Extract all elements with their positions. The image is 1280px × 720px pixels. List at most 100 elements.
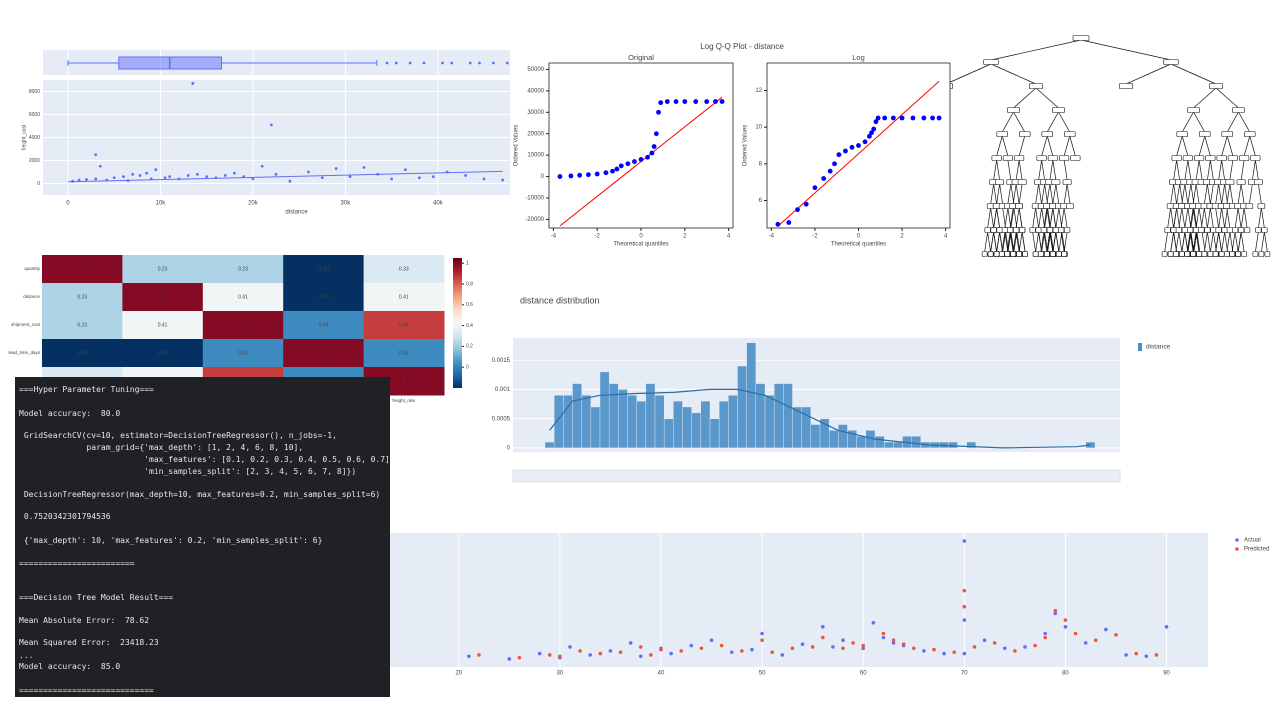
- outlier: [478, 61, 481, 65]
- scatter-point: [881, 635, 886, 640]
- tree-edge: [1175, 231, 1180, 253]
- scatter-point: [568, 645, 572, 649]
- scatter-point: [537, 651, 542, 656]
- tree-node: [1196, 251, 1202, 257]
- scatter-point: [168, 175, 172, 179]
- histogram-bar: [893, 441, 903, 449]
- tree-edge: [1234, 231, 1239, 253]
- console-line: {'max_depth': 10, 'max_features': 0.2, '…: [19, 536, 323, 545]
- tree-edge: [1210, 159, 1214, 181]
- tree-edge: [1189, 207, 1194, 229]
- tree-node: [1176, 131, 1188, 137]
- tree-edge: [1207, 183, 1211, 205]
- scatter-point: [770, 650, 775, 655]
- tree-node: [1066, 203, 1074, 209]
- histogram-bar: [728, 395, 738, 449]
- tree-edge: [1226, 111, 1239, 133]
- tree-node: [1001, 227, 1008, 233]
- tree-edge: [1196, 231, 1201, 253]
- tree-edge: [1195, 183, 1200, 205]
- y-axis-label: Ordered Values: [743, 125, 749, 167]
- console-line: Model accuracy: 85.0: [19, 662, 121, 671]
- tree-edge: [1063, 183, 1068, 205]
- tree-edge: [1015, 207, 1020, 229]
- tree-edge: [1032, 231, 1036, 253]
- qq-point: [594, 171, 600, 177]
- tree-node: [1061, 251, 1067, 257]
- console-output: ===Hyper Parameter Tuning=== Model accura…: [15, 377, 390, 697]
- tree-edge: [1243, 207, 1248, 229]
- scatter-point: [1002, 646, 1007, 651]
- tree-node: [1226, 227, 1233, 233]
- tree-edge: [1170, 231, 1174, 253]
- legend-marker: [1235, 538, 1239, 542]
- tree-edge: [1173, 207, 1177, 229]
- scatter-point: [1013, 649, 1017, 653]
- qq-point: [843, 148, 848, 154]
- cell-label: 0.03: [319, 322, 329, 328]
- tree-node: [1232, 227, 1239, 233]
- qq-point: [577, 172, 583, 178]
- scatter-point: [588, 653, 593, 657]
- histogram-bar: [709, 418, 720, 449]
- tree-node: [999, 251, 1005, 257]
- tree-edge: [1007, 159, 1012, 181]
- tree-edge: [996, 159, 1000, 181]
- scatter-point: [689, 643, 694, 648]
- tree-edge: [1226, 183, 1231, 205]
- tree-edge: [1240, 183, 1245, 205]
- console-line: 0.7520342301794536: [19, 512, 111, 521]
- tree-edge: [1204, 207, 1208, 229]
- tree-edge: [1063, 207, 1068, 229]
- tree-edge: [1210, 231, 1214, 253]
- qq-point: [713, 99, 718, 104]
- qq-point: [557, 174, 563, 179]
- scatter-point: [649, 653, 653, 657]
- tree-node: [1227, 155, 1238, 161]
- colorbar-label: 0.2: [466, 344, 473, 350]
- x-tick-label: 30k: [341, 201, 352, 207]
- x-tick-label: 20k: [248, 201, 259, 207]
- histogram-bar: [654, 395, 665, 449]
- tree-edge: [1195, 231, 1200, 253]
- tree-node: [1261, 227, 1268, 233]
- scatter-point: [962, 651, 967, 656]
- tree-edge: [1055, 207, 1060, 229]
- tree-node: [1201, 251, 1208, 257]
- tree-node: [1215, 227, 1222, 233]
- scatter-point: [922, 649, 926, 653]
- tree-edge: [1035, 231, 1039, 253]
- scatter-point: [891, 638, 896, 642]
- histogram-bar: [773, 383, 784, 449]
- tree-node: [1229, 251, 1235, 257]
- y-tick-label: 40000: [527, 88, 544, 94]
- qq-point: [673, 99, 679, 104]
- histogram-bar: [663, 418, 674, 449]
- tree-edge: [1264, 231, 1268, 253]
- tree-edge: [1009, 207, 1014, 229]
- tree-edge: [1184, 207, 1189, 229]
- qq-point: [614, 166, 620, 172]
- colorbar-label: 0.8: [466, 281, 473, 287]
- scatter-point: [404, 168, 407, 172]
- tree-node: [1016, 251, 1022, 257]
- tree-edge: [1004, 207, 1009, 229]
- tree-node: [991, 155, 1002, 161]
- tree-node: [1029, 83, 1044, 89]
- row-label: distance: [23, 294, 40, 299]
- scatter-point: [196, 172, 199, 176]
- tree-edge: [1198, 135, 1206, 157]
- tree-edge: [1013, 87, 1037, 109]
- scatter-point: [911, 646, 916, 651]
- qq-point: [638, 157, 644, 162]
- heatmap-cell: [42, 283, 123, 312]
- scatter-point: [191, 82, 195, 85]
- tree-edge: [1043, 207, 1048, 229]
- tree-edge: [1046, 135, 1054, 157]
- tree-edge: [1258, 183, 1262, 205]
- tree-edge: [1226, 135, 1234, 157]
- tree-node: [1218, 251, 1225, 257]
- scatter-point: [186, 174, 190, 177]
- heatmap-cell: [122, 339, 204, 368]
- scatter-point: [598, 651, 603, 656]
